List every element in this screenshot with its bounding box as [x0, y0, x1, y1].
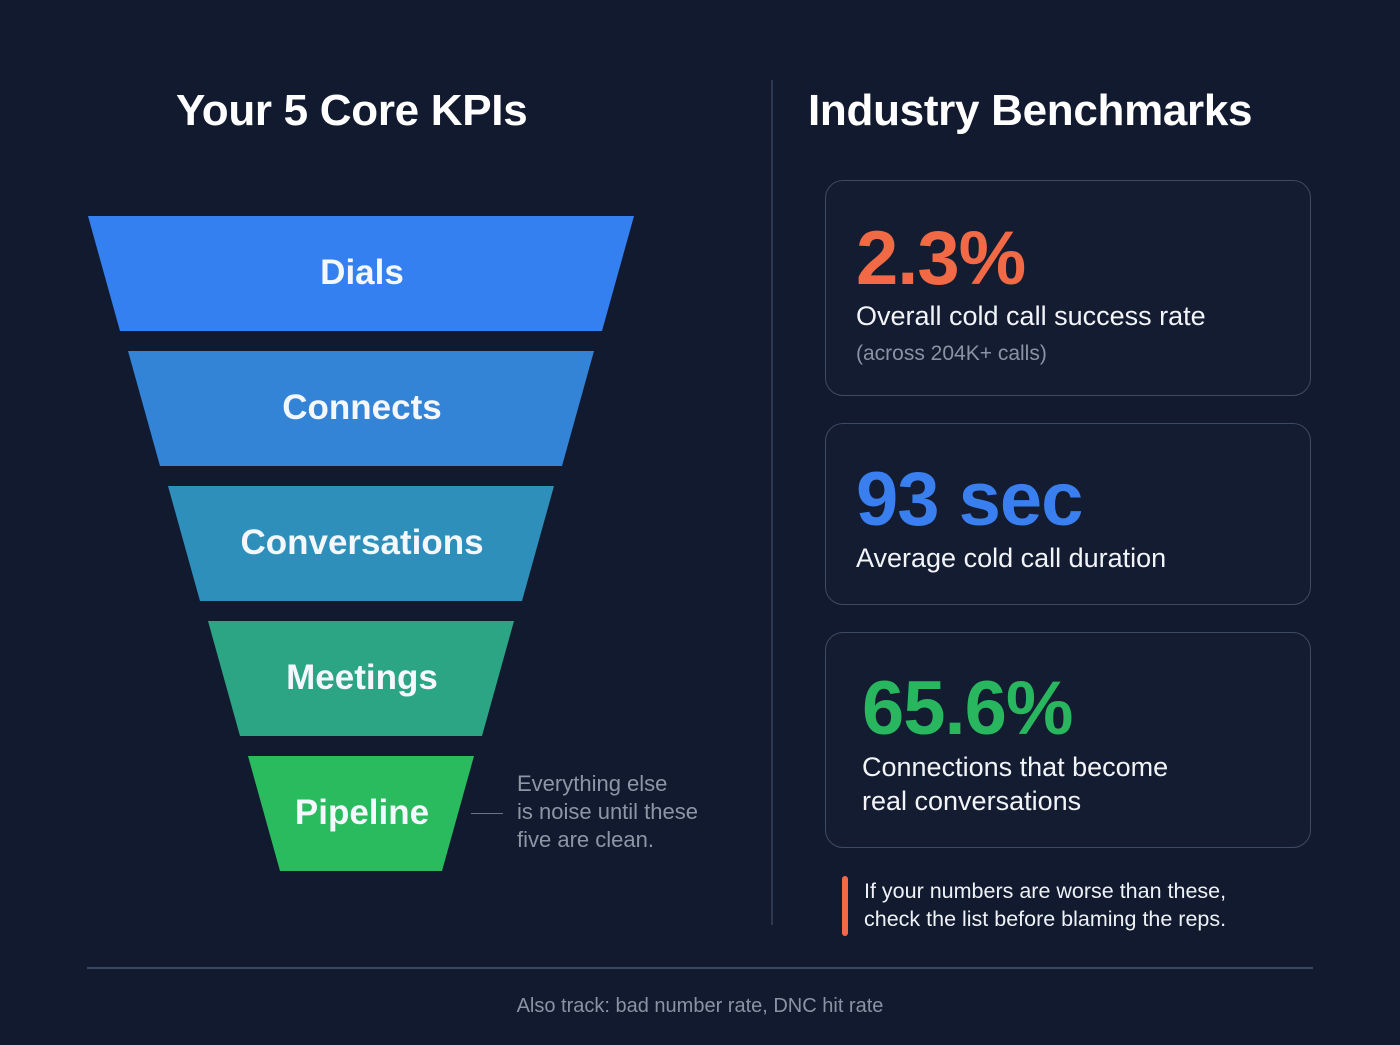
callout-line-1: If your numbers are worse than these,	[864, 879, 1227, 903]
success-rate-subtext: (across 204K+ calls)	[856, 342, 1047, 365]
annotation-line-3: five are clean.	[517, 827, 654, 852]
funnel-label-meetings: Meetings	[286, 658, 438, 697]
benchmark-card-call-duration: 93 sec Average cold call duration	[825, 423, 1311, 605]
funnel-label-conversations: Conversations	[240, 523, 484, 562]
funnel-layer-pipeline	[248, 756, 474, 871]
kpi-funnel: Dials Connects Conversations Meetings Pi…	[0, 0, 760, 900]
funnel-label-pipeline: Pipeline	[294, 793, 430, 832]
success-rate-value: 2.3%	[856, 216, 1026, 301]
connection-rate-description-line-2: real conversations	[862, 786, 1082, 816]
funnel-label-dials: Dials	[320, 253, 404, 292]
annotation-line-1: Everything else	[517, 771, 668, 796]
connection-rate-description-line-1: Connections that become	[862, 752, 1169, 782]
funnel-annotation: Everything else is noise until these fiv…	[517, 770, 757, 854]
funnel-shapes	[88, 216, 634, 871]
benchmark-card-connection-rate: 65.6% Connections that become real conve…	[825, 632, 1311, 848]
connection-rate-value: 65.6%	[862, 666, 1073, 751]
footer-note: Also track: bad number rate, DNC hit rat…	[516, 995, 884, 1017]
call-duration-value: 93 sec	[856, 457, 1083, 542]
footer-divider	[87, 967, 1313, 969]
benchmark-callout: If your numbers are worse than these, ch…	[864, 877, 1226, 933]
benchmark-card-success-rate: 2.3% Overall cold call success rate (acr…	[825, 180, 1311, 396]
success-rate-description: Overall cold call success rate	[856, 301, 1206, 331]
funnel-layer-conversations	[168, 486, 554, 601]
funnel-layer-connects	[128, 351, 594, 466]
funnel-layer-dials	[88, 216, 634, 331]
annotation-connector-line	[471, 813, 503, 814]
annotation-line-2: is noise until these	[517, 799, 698, 824]
callout-line-2: check the list before blaming the reps.	[864, 907, 1227, 931]
benchmarks-section-title: Industry Benchmarks	[808, 86, 1253, 135]
funnel-layer-meetings	[208, 621, 514, 736]
call-duration-description: Average cold call duration	[856, 543, 1167, 573]
funnel-label-connects: Connects	[282, 388, 442, 427]
callout-accent-bar	[842, 876, 848, 936]
kpi-section-title: Your 5 Core KPIs	[176, 86, 528, 135]
vertical-divider	[771, 80, 773, 925]
